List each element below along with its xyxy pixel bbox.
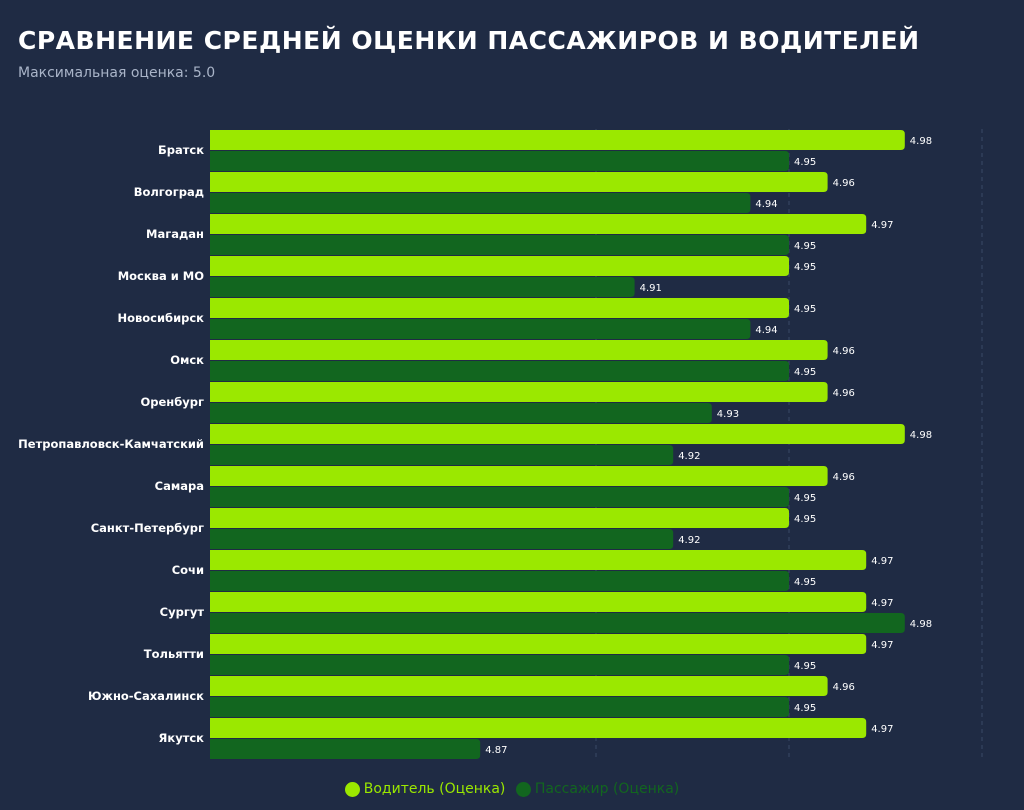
bar-driver xyxy=(210,382,828,402)
bar-driver xyxy=(210,508,789,528)
data-label: 4.95 xyxy=(794,514,816,525)
chart-subtitle: Максимальная оценка: 5.0 xyxy=(18,65,216,81)
bar-driver xyxy=(210,718,867,738)
category-label: Новосибирск xyxy=(117,311,204,325)
category-label: Тольятти xyxy=(144,647,204,661)
bar-driver xyxy=(210,298,789,318)
data-label: 4.98 xyxy=(910,430,932,441)
category-label: Москва и МО xyxy=(118,269,205,283)
legend-label-passenger: Пассажир (Оценка) xyxy=(534,781,680,797)
category-label: Санкт-Петербург xyxy=(91,521,204,535)
data-label: 4.96 xyxy=(833,472,855,483)
data-label: 4.97 xyxy=(871,556,893,567)
data-label: 4.95 xyxy=(794,304,816,315)
bar-driver xyxy=(210,634,867,654)
bar-passenger xyxy=(210,571,789,591)
category-label: Сургут xyxy=(160,605,205,619)
bar-passenger xyxy=(210,655,789,675)
data-label: 4.95 xyxy=(794,577,816,588)
category-label: Магадан xyxy=(146,227,204,241)
category-label: Волгоград xyxy=(134,185,204,199)
data-label: 4.97 xyxy=(871,220,893,231)
category-label: Омск xyxy=(170,353,204,367)
legend-label-driver: Водитель (Оценка) xyxy=(363,781,506,797)
category-label: Южно-Сахалинск xyxy=(88,689,204,703)
legend-swatch-passenger xyxy=(515,781,531,797)
bar-driver xyxy=(210,340,828,360)
data-label: 4.95 xyxy=(794,493,816,504)
data-label: 4.95 xyxy=(794,367,816,378)
bar-driver xyxy=(210,214,867,234)
bar-passenger xyxy=(210,361,789,381)
bar-driver xyxy=(210,676,828,696)
data-label: 4.94 xyxy=(755,199,777,210)
bar-passenger xyxy=(210,193,751,213)
data-label: 4.98 xyxy=(910,136,932,147)
category-label: Самара xyxy=(155,479,204,493)
data-label: 4.97 xyxy=(871,598,893,609)
bar-passenger xyxy=(210,151,789,171)
data-label: 4.91 xyxy=(640,283,662,294)
data-label: 4.97 xyxy=(871,724,893,735)
data-label: 4.95 xyxy=(794,661,816,672)
data-label: 4.94 xyxy=(755,325,777,336)
bar-chart: Братск 4.98 4.95 Волгоград 4.96 4.94 Магадан 4.… xyxy=(18,129,983,759)
bar-passenger xyxy=(210,487,789,507)
legend-swatch-driver xyxy=(344,781,360,797)
category-label: Сочи xyxy=(172,563,204,577)
data-label: 4.96 xyxy=(833,178,855,189)
bar-passenger xyxy=(210,403,712,423)
bar-driver xyxy=(210,550,867,570)
category-label: Якутск xyxy=(159,731,205,745)
data-label: 4.92 xyxy=(678,451,700,462)
bar-driver xyxy=(210,256,789,276)
data-label: 4.92 xyxy=(678,535,700,546)
data-label: 4.95 xyxy=(794,262,816,273)
bar-passenger xyxy=(210,319,751,339)
legend-item-passenger[interactable]: Пассажир (Оценка) xyxy=(515,781,680,797)
data-label: 4.96 xyxy=(833,388,855,399)
data-label: 4.97 xyxy=(871,640,893,651)
data-label: 4.98 xyxy=(910,619,932,630)
bar-driver xyxy=(210,466,828,486)
category-label: Братск xyxy=(158,143,204,157)
bar-driver xyxy=(210,424,905,444)
bar-driver xyxy=(210,172,828,192)
data-label: 4.95 xyxy=(794,157,816,168)
legend-item-driver[interactable]: Водитель (Оценка) xyxy=(344,781,506,797)
bar-passenger xyxy=(209,277,635,297)
bar-passenger xyxy=(210,529,674,549)
data-label: 4.95 xyxy=(794,241,816,252)
data-label: 4.96 xyxy=(833,346,855,357)
bar-passenger xyxy=(210,235,789,255)
bar-driver xyxy=(210,130,905,150)
category-label: Петропавловск-Камчатский xyxy=(18,437,204,451)
bar-passenger xyxy=(210,697,789,717)
bar-passenger xyxy=(210,445,674,465)
data-label: 4.93 xyxy=(717,409,739,420)
bar-passenger xyxy=(210,739,481,759)
data-label: 4.96 xyxy=(833,682,855,693)
data-label: 4.87 xyxy=(485,745,507,756)
data-label: 4.95 xyxy=(794,703,816,714)
legend: Водитель (Оценка) Пассажир (Оценка) xyxy=(0,781,1024,801)
bar-passenger xyxy=(210,613,905,633)
chart-title: СРАВНЕНИЕ СРЕДНЕЙ ОЦЕНКИ ПАССАЖИРОВ И ВО… xyxy=(18,26,920,55)
category-label: Оренбург xyxy=(140,395,204,409)
bar-driver xyxy=(210,592,867,612)
